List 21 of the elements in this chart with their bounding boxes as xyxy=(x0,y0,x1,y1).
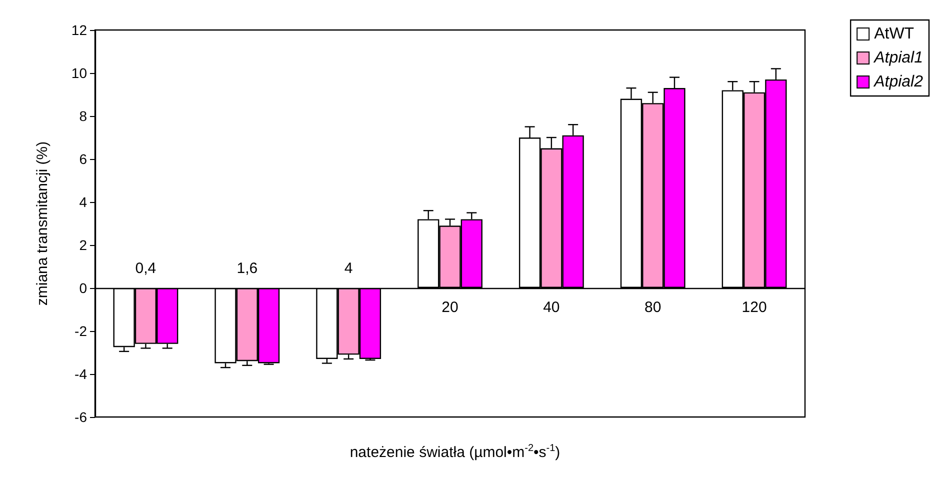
y-tick-label: -4 xyxy=(74,366,88,382)
y-axis-title: zmiana transmitancji (%) xyxy=(34,141,51,306)
y-tick-label: -6 xyxy=(74,409,88,425)
x-tick-label: 4 xyxy=(344,260,353,277)
x-tick-label: 0,4 xyxy=(135,260,156,277)
legend-label: Atpial1 xyxy=(873,50,923,66)
x-tick-label: 120 xyxy=(742,299,767,316)
x-tick-label: 1,6 xyxy=(236,260,258,277)
y-tick-label: 0 xyxy=(79,280,88,296)
y-tick-label: 10 xyxy=(71,65,88,81)
y-tick-label: 12 xyxy=(71,22,88,38)
legend-label: Atpial2 xyxy=(873,74,924,90)
y-tick-label: 8 xyxy=(79,108,88,124)
y-tick-label: 6 xyxy=(79,151,88,167)
legend-label: AtWT xyxy=(874,26,914,42)
y-tick-label: 2 xyxy=(79,237,88,253)
y-tick-label: 4 xyxy=(79,194,88,210)
x-tick-label: 40 xyxy=(543,299,560,316)
x-tick-label: 20 xyxy=(442,299,458,316)
y-tick-label: -2 xyxy=(74,323,88,339)
x-tick-label: 80 xyxy=(644,299,662,316)
